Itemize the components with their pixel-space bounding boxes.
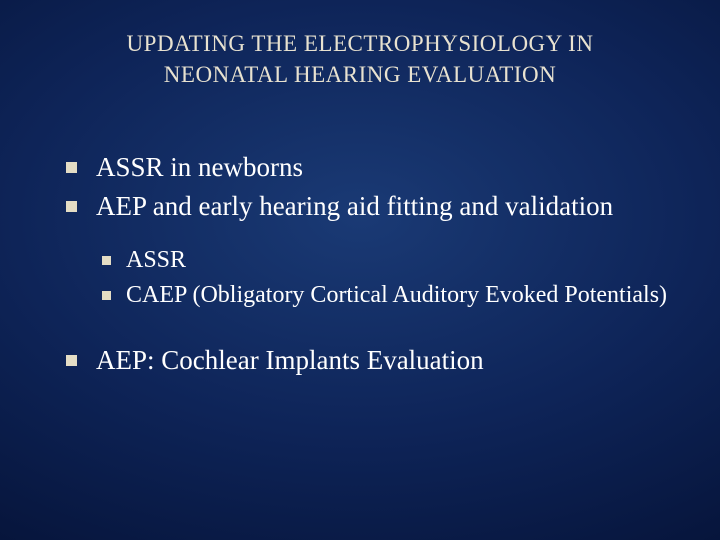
bullet-text-3: AEP: Cochlear Implants Evaluation [96, 345, 484, 375]
sub-bullet-text-2: CAEP (Obligatory Cortical Auditory Evoke… [126, 282, 667, 308]
bullet-text-1: ASSR in newborns [96, 152, 303, 182]
slide: UPDATING THE ELECTROPHYSIOLOGY IN NEONAT… [0, 0, 720, 540]
bullet-list: ASSR in newborns AEP and early hearing a… [40, 150, 680, 224]
bullet-item-2: AEP and early hearing aid fitting and va… [60, 189, 680, 224]
sub-bullet-text-1: ASSR [126, 247, 186, 273]
title-line-1: UPDATING THE ELECTROPHYSIOLOGY IN [127, 31, 594, 56]
slide-title: UPDATING THE ELECTROPHYSIOLOGY IN NEONAT… [40, 28, 680, 90]
bullet-list-3: AEP: Cochlear Implants Evaluation [40, 343, 680, 378]
bullet-item-3: AEP: Cochlear Implants Evaluation [60, 343, 680, 378]
sub-bullet-item-1: ASSR [96, 244, 680, 276]
bullet-text-2: AEP and early hearing aid fitting and va… [96, 191, 613, 221]
sub-bullet-item-2: CAEP (Obligatory Cortical Auditory Evoke… [96, 279, 680, 311]
sub-bullet-list: ASSR CAEP (Obligatory Cortical Auditory … [40, 244, 680, 311]
title-line-2: NEONATAL HEARING EVALUATION [164, 62, 556, 87]
spacer [40, 335, 680, 343]
bullet-item-1: ASSR in newborns [60, 150, 680, 185]
